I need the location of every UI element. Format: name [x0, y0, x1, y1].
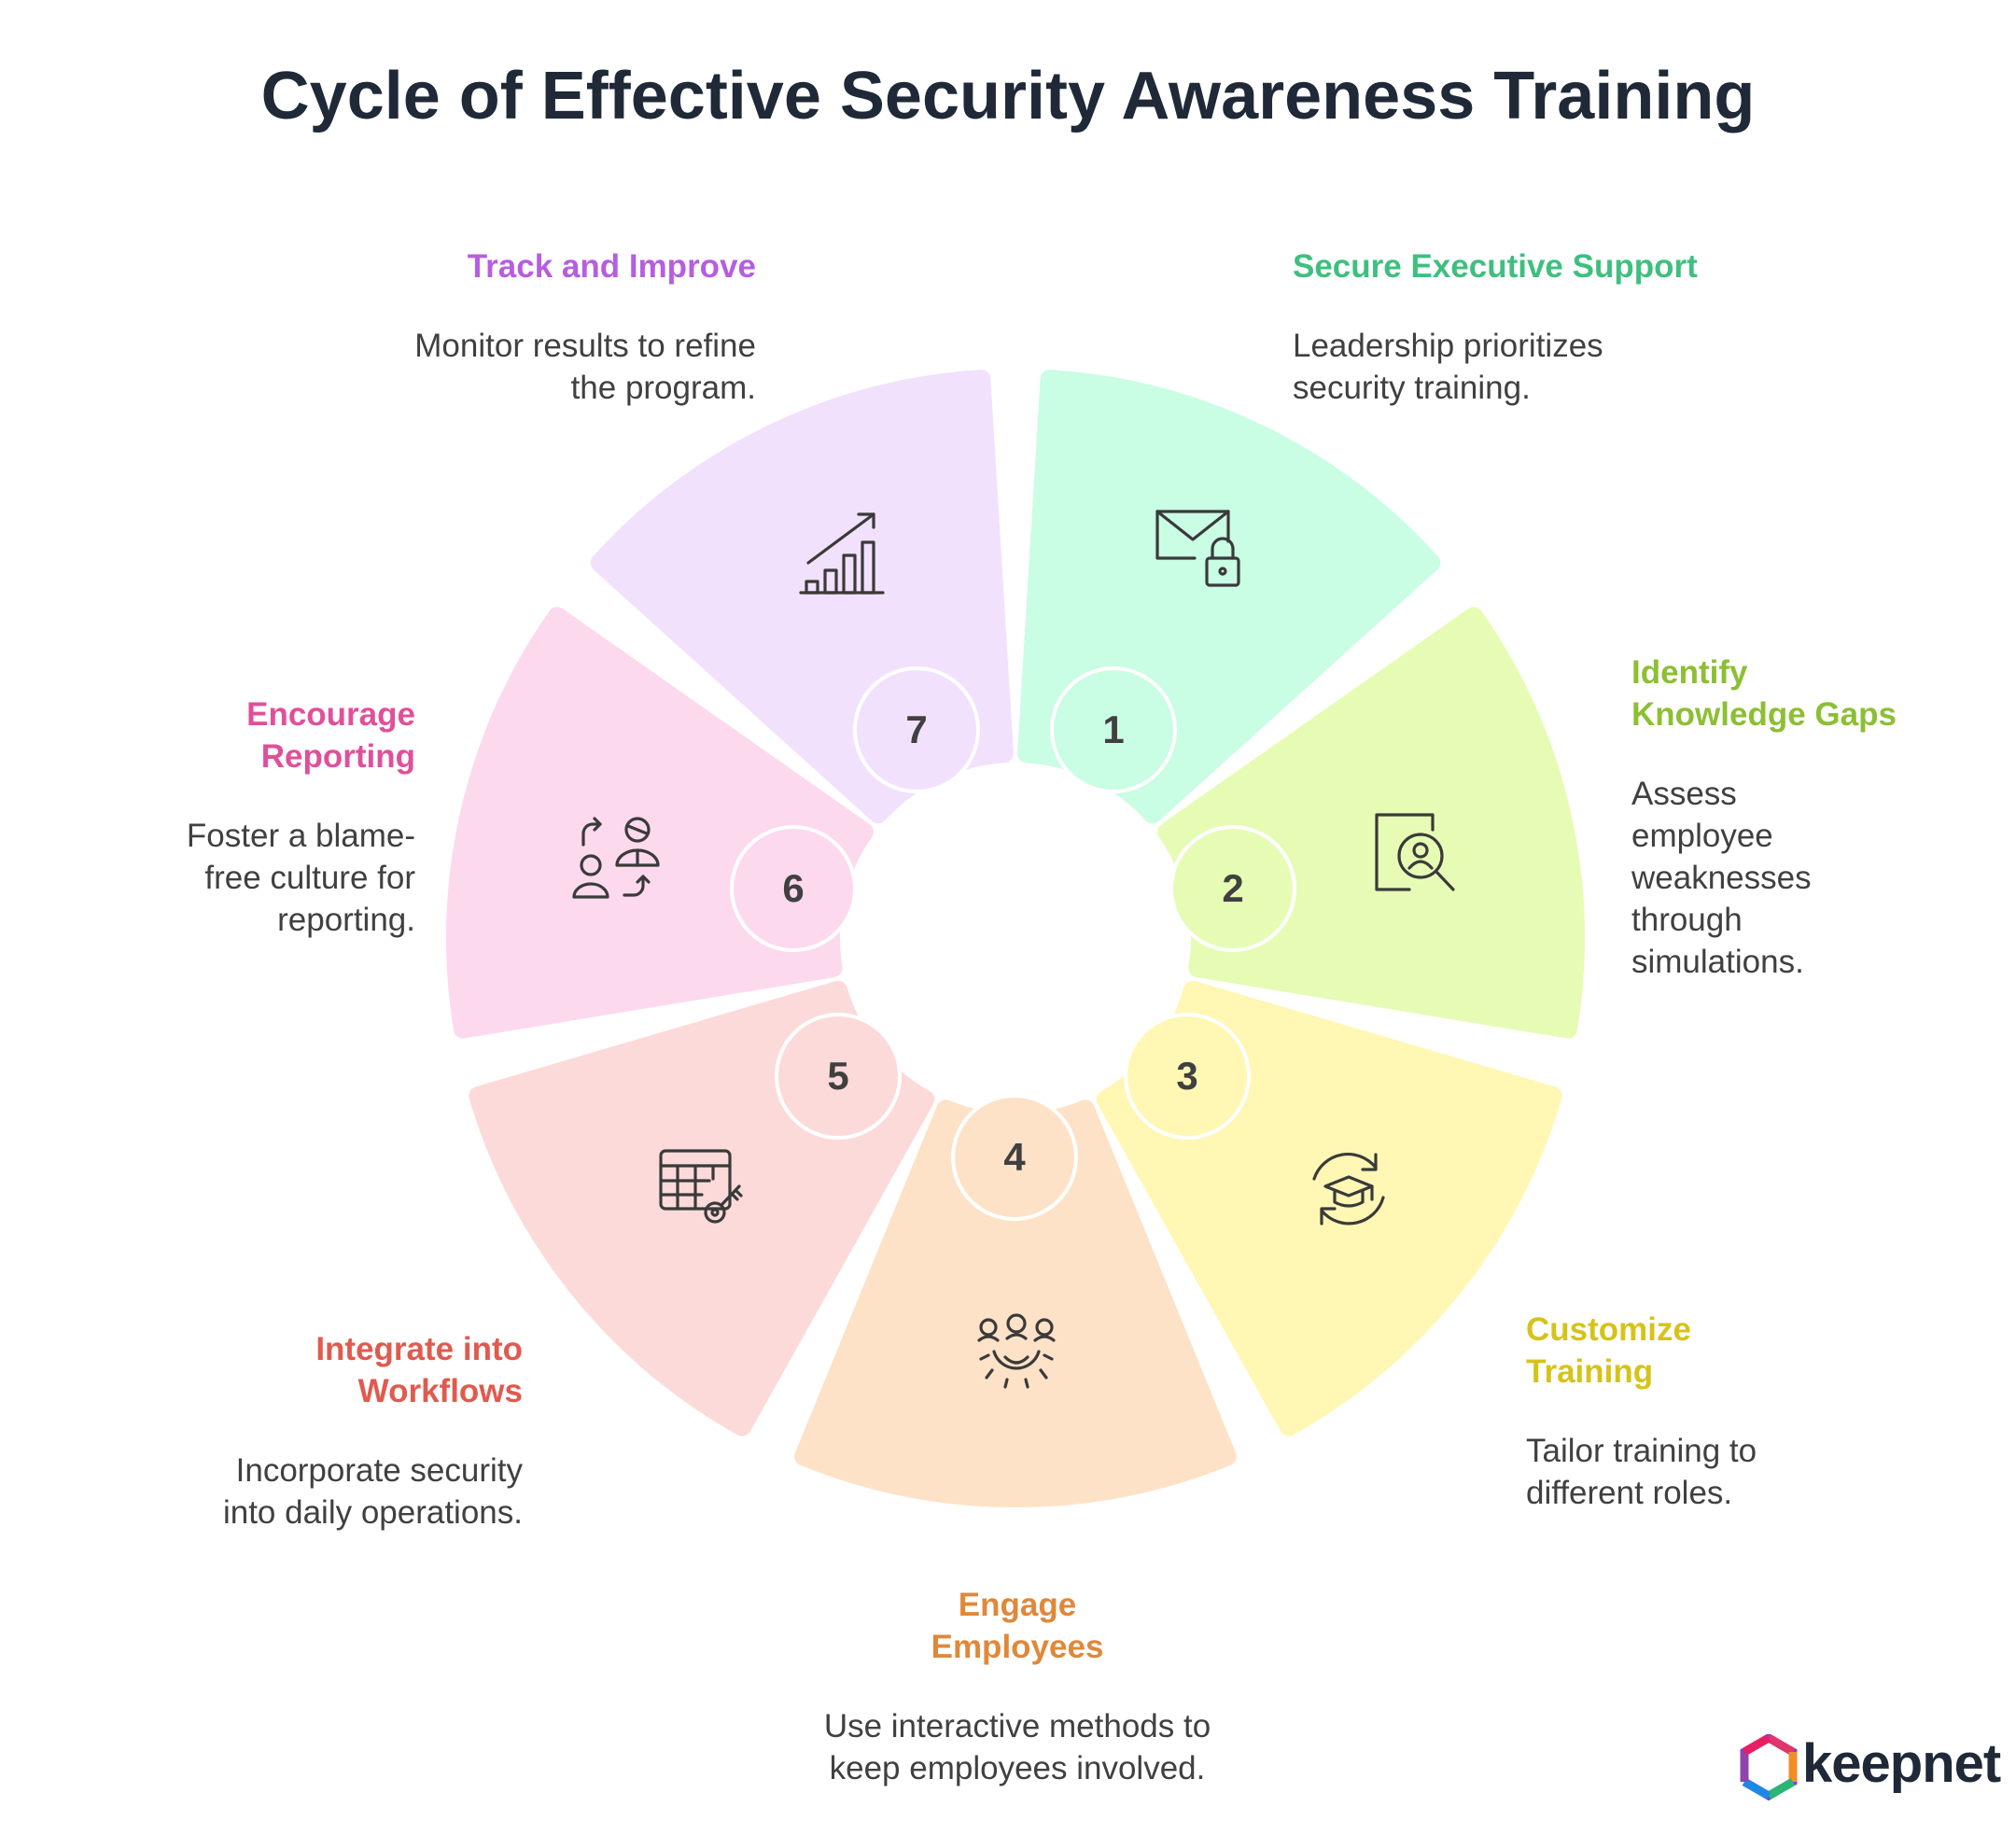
step-6-badge [730, 825, 857, 952]
step-6-number: 6 [782, 866, 804, 910]
step-5-description: Incorporate security into daily operatio… [222, 1452, 523, 1531]
step-5-number: 5 [827, 1054, 848, 1098]
logo-text: keepnet [1802, 1733, 2001, 1794]
step-4-heading: Engage Employees [931, 1587, 1104, 1665]
page-title: Cycle of Effective Security Awareness Tr… [260, 59, 1756, 133]
step-4-badge [951, 1094, 1078, 1221]
step-4-description: Use interactive methods to keep employee… [823, 1708, 1211, 1786]
people-exchange-icon [572, 817, 660, 899]
step-2-label: Identify Knowledge Gaps Assess employee … [1631, 651, 1949, 983]
step-1-description: Leadership prioritizes security training… [1293, 328, 1603, 406]
step-1-badge [1050, 666, 1177, 793]
step-3-label: Customize Training Tailor training to di… [1526, 1309, 1806, 1514]
step-3-description: Tailor training to different roles. [1526, 1433, 1757, 1511]
step-2-heading: Identify Knowledge Gaps [1631, 654, 1897, 733]
step-2-description: Assess employee weaknesses through simul… [1631, 776, 1812, 980]
table-key-icon [659, 1149, 743, 1224]
step-6-heading: Encourage Reporting [246, 696, 415, 775]
step-5-label: Integrate into Workflows Incorporate sec… [149, 1328, 523, 1534]
step-3-heading: Customize Training [1526, 1311, 1691, 1390]
keepnet-hexagon-icon [1740, 1732, 1798, 1801]
step-7-heading: Track and Improve [467, 248, 756, 285]
step-4-number: 4 [1003, 1135, 1026, 1179]
step-1-heading: Secure Executive Support [1293, 248, 1698, 285]
growth-chart-icon [799, 512, 885, 595]
step-7-label: Track and Improve Monitor results to ref… [336, 245, 756, 409]
step-3-number: 3 [1176, 1054, 1197, 1098]
step-6-label: Encourage Reporting Foster a blame-free … [117, 693, 415, 941]
step-1-number: 1 [1102, 707, 1124, 751]
step-6-description: Foster a blame-free culture for reportin… [186, 818, 415, 938]
step-5-badge [775, 1013, 902, 1140]
step-4-label: Engage Employees Use interactive methods… [803, 1584, 1232, 1789]
step-3-badge [1124, 1013, 1251, 1140]
step-7-badge [853, 666, 980, 793]
mail-lock-icon [1155, 510, 1240, 587]
step-2-number: 2 [1222, 866, 1243, 910]
step-2-badge [1169, 825, 1296, 952]
profile-search-icon [1375, 813, 1455, 891]
keepnet-logo: keepnet [1739, 1732, 2001, 1801]
graduation-cycle-icon [1312, 1152, 1385, 1226]
team-gear-icon [977, 1313, 1056, 1389]
step-1-label: Secure Executive Support Leadership prio… [1293, 245, 1722, 409]
step-7-description: Monitor results to refine the program. [414, 328, 756, 406]
step-5-heading: Integrate into Workflows [315, 1331, 523, 1409]
step-7-number: 7 [905, 707, 927, 751]
